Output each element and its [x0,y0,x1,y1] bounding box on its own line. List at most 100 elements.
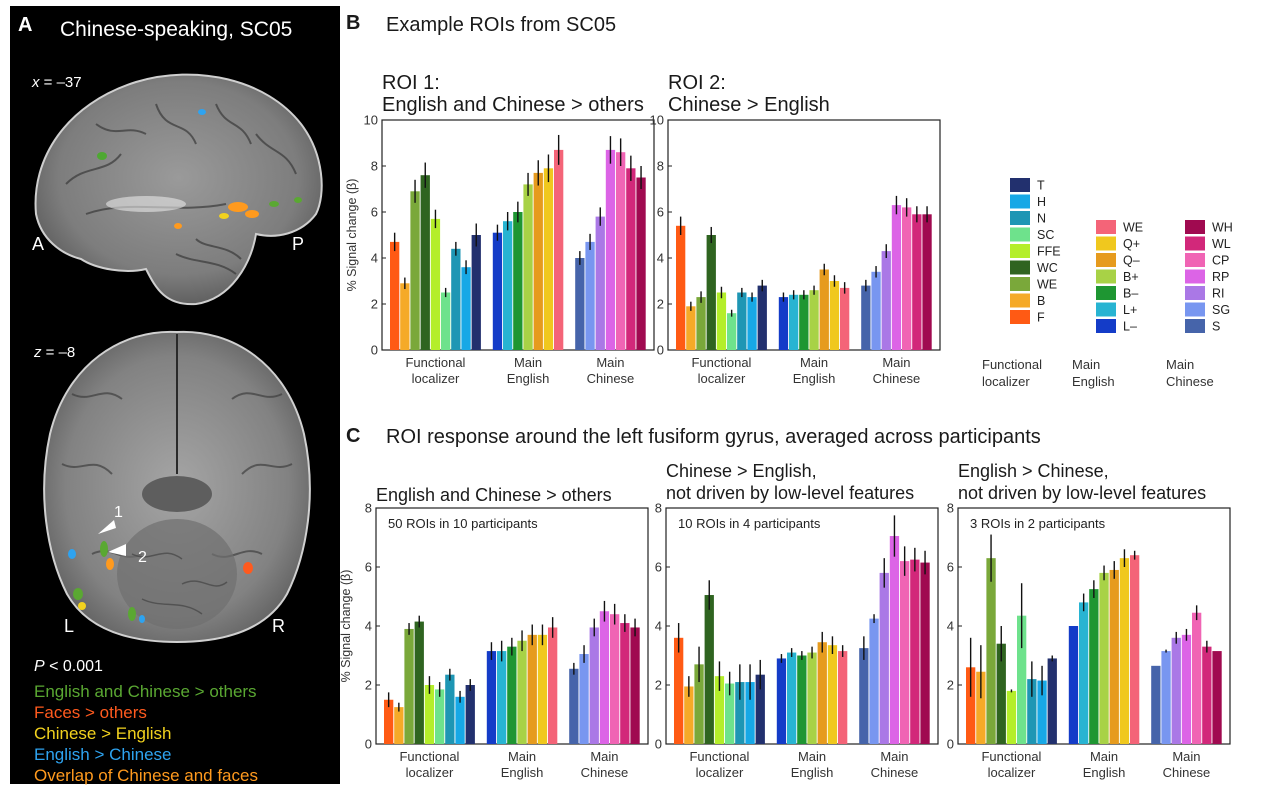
bar [523,184,533,350]
panel-c-group2-title-line1: Chinese > English, [666,461,817,481]
bar [616,152,626,350]
chart-4: 0 2 4 6 8 10 ROIs in 4 participants Functional… [655,501,939,780]
bar [1068,626,1079,744]
y-tick-label: 8 [365,501,372,516]
legend-swatch [1010,211,1030,225]
bar [636,177,646,350]
bar [533,172,543,350]
roi1-label: 1 [114,504,123,521]
bar [809,290,819,350]
bar [1130,555,1140,744]
bar [507,646,517,744]
x-group-label: localizer [696,765,744,780]
x-group-label: English [501,765,544,780]
y-tick-label: 10 [650,113,664,128]
bar [461,267,471,350]
legend-label: B+ [1123,270,1139,284]
bar [1119,558,1130,744]
bar [441,292,451,350]
panel-c-group2-title: Chinese > English, not driven by low-lev… [666,460,914,504]
left-label: L [64,616,75,636]
bar [922,214,932,350]
bar [1109,569,1119,744]
y-tick-label: 4 [655,619,662,634]
bar [445,674,455,744]
sagittal-coordinate-label: x = –37 [32,74,82,91]
x-group-label: Functional [691,355,751,370]
x-group-label: localizer [412,371,460,386]
posterior-label: P [292,234,305,254]
chart-2: 0246810FunctionallocalizerMainEnglishMai… [650,113,941,386]
bar [599,611,610,744]
bar [569,668,579,744]
bar [840,287,850,350]
legend-label: T [1037,179,1045,193]
y-tick-label: 6 [657,205,664,220]
legend-swatch [1185,253,1205,267]
legend-swatch [1096,319,1116,333]
bar [1017,615,1027,744]
legend-label: F [1037,311,1045,325]
axial-coordinate-label: z = –8 [34,344,75,361]
chart-annotation: 3 ROIs in 2 participants [970,516,1106,531]
y-tick-label: 6 [655,560,662,575]
y-axis-label: % Signal change (β) [345,179,359,292]
legend-group-label: Main [1166,357,1194,372]
legend-group-label: localizer [982,374,1030,389]
x-group-label: Functional [405,355,465,370]
bar [838,651,848,744]
bar [554,149,564,350]
panel-c-group2-title-line2: not driven by low-level features [666,483,915,503]
x-group-label: Functional [689,749,749,764]
legend-overlap: Overlap of Chinese and faces [34,766,258,785]
bar [1161,651,1171,744]
y-tick-label: 4 [365,619,372,634]
bar [778,297,789,350]
y-tick-label: 0 [371,343,378,358]
roi1-title-line1: ROI 1: [382,72,440,94]
bar [996,643,1006,744]
legend-swatch [1096,269,1116,284]
right-label: R [272,616,285,636]
y-tick-label: 8 [655,501,662,516]
bar [1171,637,1181,744]
panel-c-title: ROI response around the left fusiform gy… [386,426,1041,448]
p-value: < 0.001 [44,658,103,675]
x-group-label: localizer [988,765,1036,780]
y-tick-label: 2 [365,678,372,693]
axial-coordinate-axis: z [34,344,42,361]
bar [1006,690,1017,744]
legend-label: Q+ [1123,237,1140,251]
y-tick-label: 0 [655,737,662,752]
legend-label: SG [1212,303,1230,317]
legend-swatch [1185,269,1205,284]
bar [537,634,548,744]
legend-english-chinese: English and Chinese > others [34,682,257,701]
y-tick-label: 4 [371,251,378,266]
legend-group-label: Chinese [1166,374,1214,389]
legend-swatch [1185,220,1205,234]
bar [910,559,920,744]
bar [714,676,725,744]
bar [430,218,441,350]
y-tick-label: 4 [657,251,664,266]
x-group-label: Main [590,749,618,764]
chart-1: 0 2 4 6 8 10 % Signal change (β) Functionalloca… [345,113,655,386]
legend-english-chinese-contrast: English > Chinese [34,745,172,764]
legend-label: Q– [1123,254,1140,268]
sagittal-coordinate-value: = –37 [39,74,82,91]
legend-label: RI [1212,287,1225,301]
roi2-label: 2 [138,549,147,566]
panel-a-brain-images: A Chinese-speaking, SC05 x = –37 z = –8 … [10,6,340,785]
bar [626,168,636,350]
y-tick-label: 2 [655,678,662,693]
legend-label: WH [1212,221,1233,235]
anterior-label: A [32,234,45,254]
x-group-label: Chinese [581,765,629,780]
legend-label: H [1037,195,1046,209]
bar [435,689,445,744]
x-group-label: Main [880,749,908,764]
legend-swatch [1185,286,1205,300]
bar [630,627,640,744]
y-tick-label: 0 [947,737,954,752]
